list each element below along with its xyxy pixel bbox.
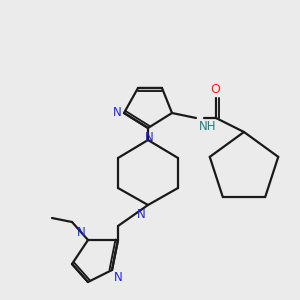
- Text: N: N: [113, 106, 122, 119]
- Text: N: N: [114, 271, 123, 284]
- Text: N: N: [145, 131, 153, 144]
- Text: N: N: [137, 208, 146, 221]
- Text: NH: NH: [199, 120, 217, 133]
- Text: N: N: [77, 226, 86, 239]
- Text: O: O: [210, 83, 220, 96]
